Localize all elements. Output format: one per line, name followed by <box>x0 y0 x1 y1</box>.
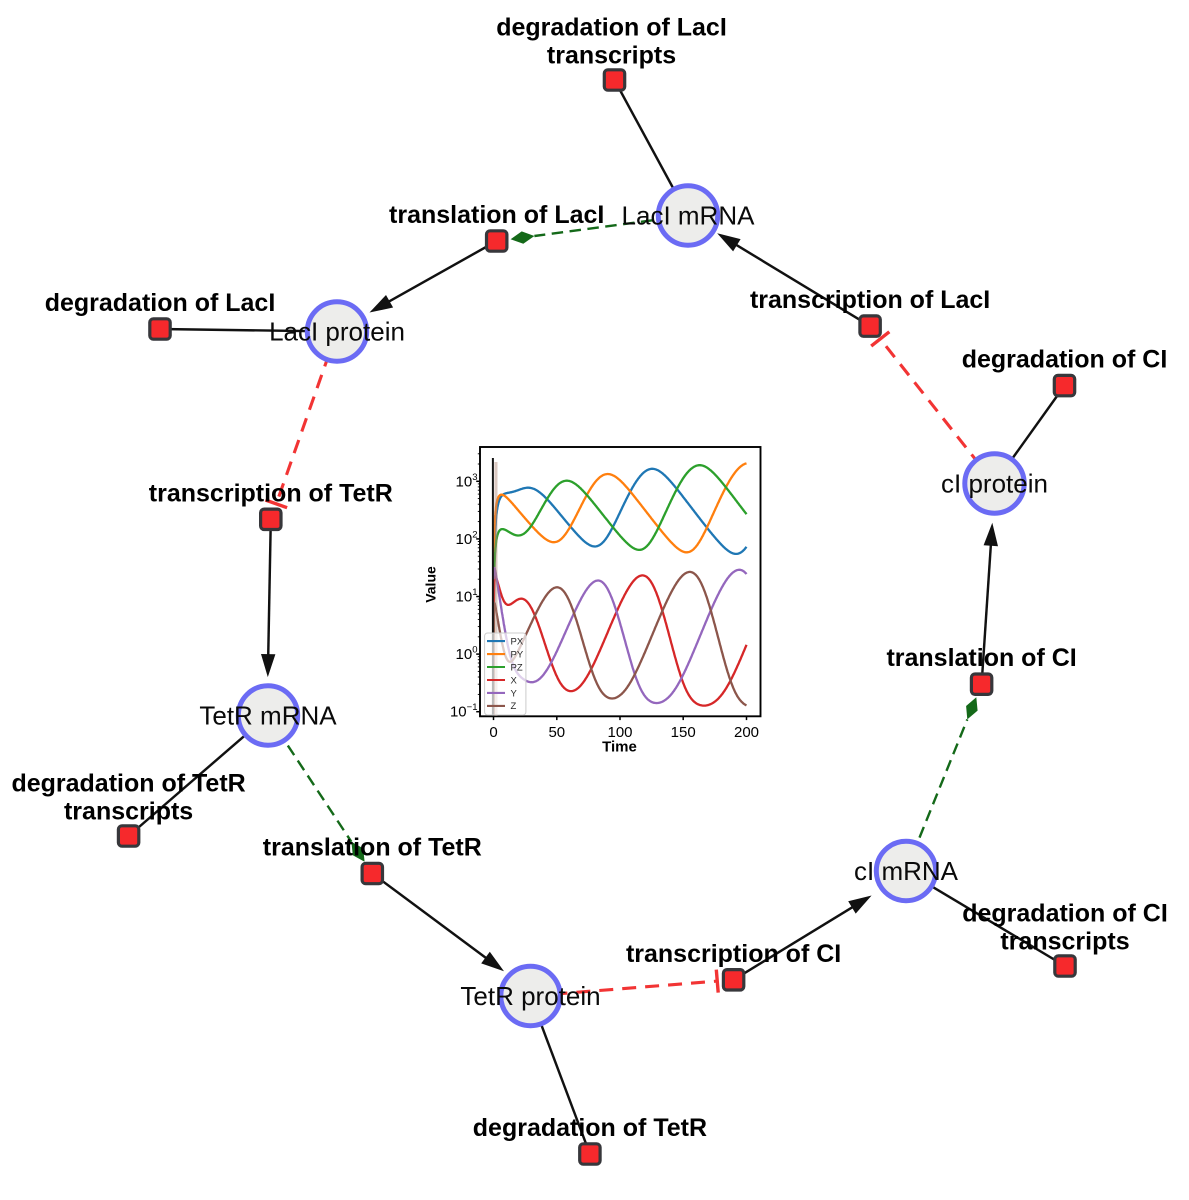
svg-text:50: 50 <box>548 724 565 741</box>
svg-text:LacI protein: LacI protein <box>269 317 405 347</box>
svg-text:100: 100 <box>456 645 478 664</box>
svg-text:cI protein: cI protein <box>941 469 1048 499</box>
svg-text:translation of LacI: translation of LacI <box>389 201 604 229</box>
svg-text:Value: Value <box>423 566 439 603</box>
svg-text:PX: PX <box>511 637 524 648</box>
svg-text:transcription of LacI: transcription of LacI <box>750 286 990 314</box>
svg-text:200: 200 <box>734 724 759 741</box>
svg-text:transcription of CI: transcription of CI <box>626 940 841 968</box>
svg-text:TetR protein: TetR protein <box>460 981 600 1011</box>
svg-text:transcription of TetR: transcription of TetR <box>149 479 393 507</box>
svg-text:transcripts: transcripts <box>64 798 193 826</box>
svg-text:degradation of TetR: degradation of TetR <box>11 770 245 798</box>
svg-text:transcripts: transcripts <box>547 42 676 70</box>
svg-text:Y: Y <box>511 688 518 699</box>
svg-text:LacI mRNA: LacI mRNA <box>622 201 756 231</box>
svg-text:PY: PY <box>511 650 524 661</box>
svg-text:translation of TetR: translation of TetR <box>263 834 482 862</box>
svg-text:transcripts: transcripts <box>1000 928 1129 956</box>
svg-text:degradation of TetR: degradation of TetR <box>473 1114 707 1142</box>
svg-text:X: X <box>511 675 518 686</box>
svg-text:Z: Z <box>511 701 517 712</box>
svg-text:0: 0 <box>489 724 497 741</box>
svg-text:101: 101 <box>456 587 478 606</box>
svg-text:degradation of CI: degradation of CI <box>962 900 1168 928</box>
svg-text:100: 100 <box>607 724 632 741</box>
svg-text:Time: Time <box>602 739 637 756</box>
svg-text:cI mRNA: cI mRNA <box>854 856 959 886</box>
svg-text:TetR mRNA: TetR mRNA <box>199 701 337 731</box>
svg-text:translation of CI: translation of CI <box>886 644 1076 672</box>
svg-text:degradation of LacI: degradation of LacI <box>496 14 727 42</box>
svg-text:degradation of LacI: degradation of LacI <box>45 289 276 317</box>
svg-text:degradation of CI: degradation of CI <box>962 346 1168 374</box>
svg-text:PZ: PZ <box>511 662 523 673</box>
svg-text:102: 102 <box>456 529 478 548</box>
svg-text:150: 150 <box>671 724 696 741</box>
svg-text:103: 103 <box>456 472 478 491</box>
